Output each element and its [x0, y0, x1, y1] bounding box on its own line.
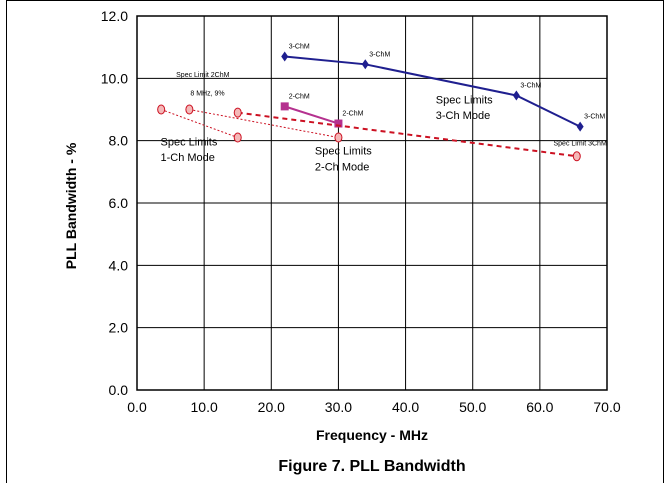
series-line	[284, 105, 339, 125]
annotation-spec-limit-3chm: Spec Limit 3ChM	[553, 140, 606, 147]
series-spec-2ch	[185, 104, 343, 143]
point-label: 3-ChM	[520, 82, 541, 89]
grid	[137, 16, 607, 390]
data-point	[233, 107, 242, 118]
y-tick-label: 6.0	[109, 195, 129, 211]
y-tick-label: 8.0	[109, 133, 129, 149]
data-point	[572, 151, 581, 162]
data-point	[280, 102, 289, 111]
series-three-ch: 3-ChM 3-ChM 3-ChM 3-ChM	[281, 44, 605, 132]
series-line	[160, 109, 238, 139]
x-tick-label: 10.0	[191, 399, 218, 415]
x-tick-label: 70.0	[593, 399, 620, 415]
y-axis-title: PLL Bandwidth - %	[63, 142, 79, 269]
data-point	[334, 132, 343, 143]
data-point	[185, 104, 194, 115]
x-tick-label: 50.0	[459, 399, 486, 415]
annotation-spec-2ch-l2: 2-Ch Mode	[315, 161, 369, 173]
x-tick-label: 40.0	[392, 399, 419, 415]
data-point	[157, 104, 166, 115]
series-spec-1ch	[157, 104, 242, 143]
x-tick-label: 60.0	[526, 399, 553, 415]
annotation-spec-3ch-l1: Spec Limits	[436, 94, 493, 106]
axis-ticks: 0.0 10.0 20.0 30.0 40.0 50.0 60.0 70.0 0.0 2.0 4.0…	[101, 8, 621, 415]
point-label: 2-ChM	[342, 111, 363, 118]
y-tick-label: 10.0	[101, 70, 128, 86]
y-tick-label: 2.0	[109, 320, 129, 336]
annotation-spec-1ch-l2: 1-Ch Mode	[161, 152, 215, 164]
annotation-spec-3ch-l2: 3-Ch Mode	[436, 110, 490, 122]
annotation-layer: Spec Limit 2ChM 8 MHz, 9% Spec Limit 3ChM S…	[161, 72, 607, 173]
data-point	[576, 121, 584, 132]
point-label: 3-ChM	[289, 44, 310, 51]
series-spec-3ch	[233, 107, 581, 162]
x-axis-title: Frequency - MHz	[316, 427, 428, 443]
y-tick-label: 12.0	[101, 8, 128, 24]
annotation-spec-2ch-l1: Spec Limits	[315, 146, 372, 158]
plot-area	[136, 15, 608, 391]
series-line	[284, 55, 581, 128]
data-point	[334, 119, 343, 128]
annotation-spec-limit-2chm: Spec Limit 2ChM	[176, 72, 229, 79]
series-two-ch: 2-ChM 2-ChM	[280, 93, 364, 128]
x-tick-label: 30.0	[325, 399, 352, 415]
series-line	[189, 109, 339, 139]
data-point	[281, 51, 289, 62]
series-layer: 3-ChM 3-ChM 3-ChM 3-ChM 2-ChM 2-ChM	[157, 44, 605, 162]
annotation-mhz-8: 8 MHz, 9%	[190, 90, 224, 97]
y-tick-label: 4.0	[109, 257, 129, 273]
annotation-spec-1ch-l1: Spec Limits	[161, 136, 218, 148]
data-point	[233, 132, 242, 143]
data-point	[512, 90, 520, 101]
x-tick-label: 0.0	[127, 399, 147, 415]
y-tick-label: 0.0	[109, 382, 129, 398]
data-point	[361, 59, 369, 70]
point-label: 2-ChM	[289, 93, 310, 100]
series-line	[237, 111, 577, 158]
point-label: 3-ChM	[584, 114, 605, 121]
figure-caption: Figure 7. PLL Bandwidth	[278, 458, 465, 475]
point-label: 3-ChM	[369, 51, 390, 58]
x-tick-label: 20.0	[258, 399, 285, 415]
